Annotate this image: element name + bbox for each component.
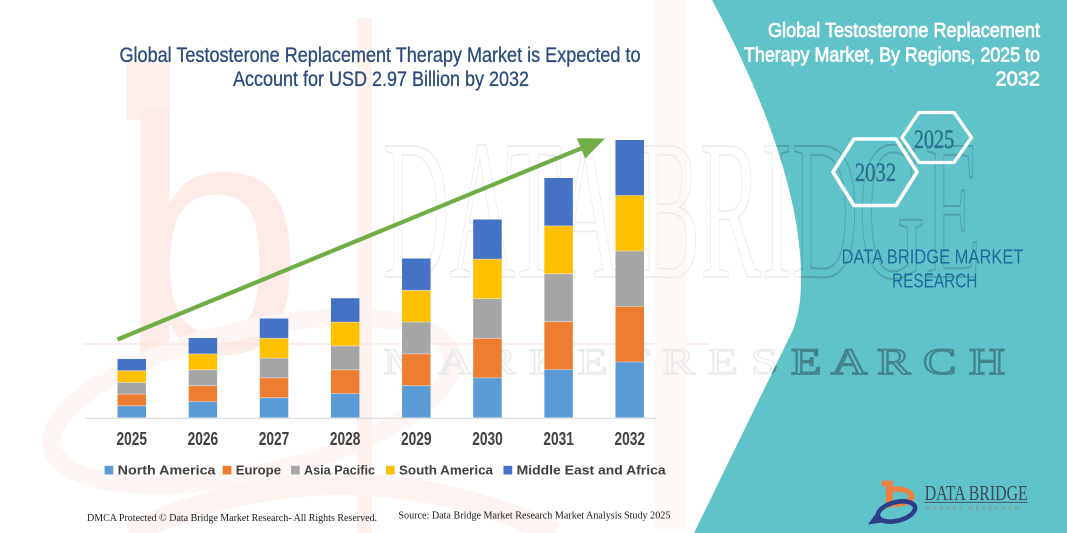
svg-text:2027: 2027 (259, 428, 290, 449)
svg-text:Global Testosterone Replacemen: Global Testosterone Replacement Therapy … (120, 43, 641, 67)
svg-text:DATA BRIDGE MARKET: DATA BRIDGE MARKET (842, 247, 1024, 269)
svg-text:DMCA Protected © Data Bridge M: DMCA Protected © Data Bridge Market Rese… (87, 512, 377, 524)
svg-text:Asia Pacific: Asia Pacific (304, 462, 375, 477)
svg-text:2031: 2031 (543, 428, 574, 449)
svg-text:Global Testosterone Replacemen: Global Testosterone Replacement (768, 20, 1040, 42)
svg-text:2026: 2026 (188, 428, 219, 449)
svg-text:Therapy Market, By Regions, 20: Therapy Market, By Regions, 2025 to (744, 45, 1040, 67)
svg-text:2025: 2025 (117, 428, 148, 449)
svg-text:2028: 2028 (330, 428, 361, 449)
svg-text:Account for USD 2.97 Billion b: Account for USD 2.97 Billion by 2032 (233, 67, 529, 91)
svg-text:2030: 2030 (472, 428, 503, 449)
svg-text:2032: 2032 (996, 69, 1041, 91)
svg-text:RESEARCH: RESEARCH (892, 270, 977, 292)
svg-text:MARKET RESEARCH: MARKET RESEARCH (926, 506, 1022, 512)
svg-text:Europe: Europe (236, 462, 281, 477)
svg-text:2025: 2025 (914, 125, 954, 154)
svg-text:North America: North America (118, 462, 217, 477)
svg-text:Source: Data Bridge Market Res: Source: Data Bridge Market Research Mark… (398, 510, 670, 522)
svg-text:2032: 2032 (855, 158, 896, 187)
svg-text:2032: 2032 (614, 428, 645, 449)
svg-text:2029: 2029 (401, 428, 432, 449)
svg-text:DATA BRIDGE: DATA BRIDGE (925, 481, 1028, 505)
svg-text:Middle East and Africa: Middle East and Africa (517, 462, 667, 477)
svg-text:South America: South America (399, 462, 494, 477)
